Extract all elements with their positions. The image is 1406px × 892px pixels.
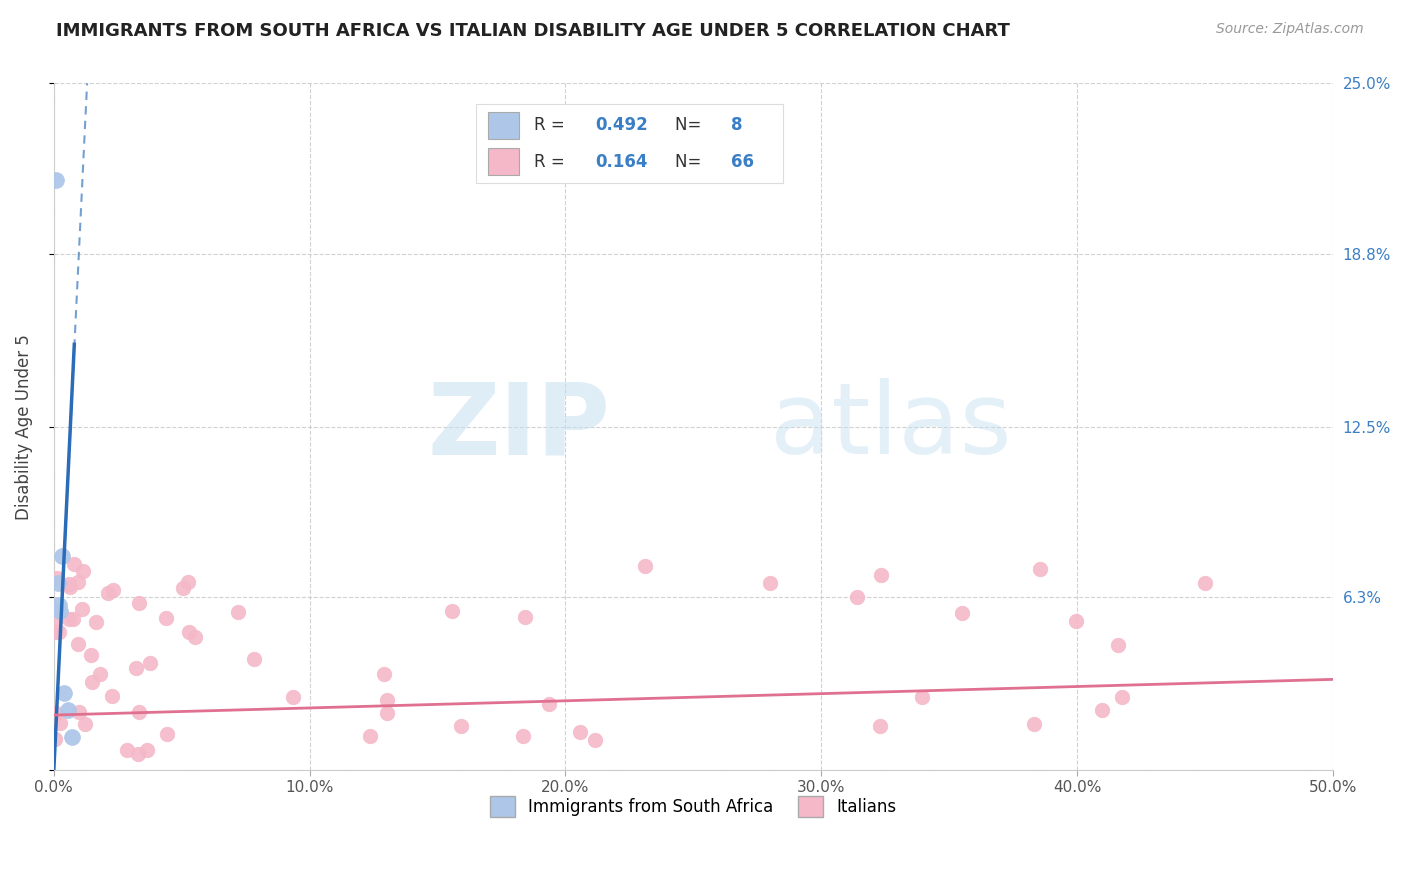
Point (59, 580, 82, 594)
Point (375, 693, 398, 707)
Point (115, 743, 138, 757)
Text: Source: ZipAtlas.com: Source: ZipAtlas.com (1216, 22, 1364, 37)
Point (49, 604, 72, 618)
Point (51, 549, 73, 563)
Point (45, 172, 67, 186)
Point (45, 571, 67, 585)
Point (583, 733, 606, 747)
Point (537, 697, 560, 711)
Point (60, 730, 83, 744)
Text: IMMIGRANTS FROM SOUTH AFRICA VS ITALIAN DISABILITY AGE UNDER 5 CORRELATION CHART: IMMIGRANTS FROM SOUTH AFRICA VS ITALIAN … (56, 22, 1010, 40)
Point (177, 575, 200, 590)
Point (72, 601, 94, 615)
Point (1022, 716, 1045, 731)
Point (1194, 576, 1216, 591)
Point (125, 661, 148, 675)
Point (53, 686, 76, 700)
Point (359, 729, 381, 743)
Point (97, 586, 120, 600)
Point (911, 690, 934, 704)
Text: ZIP: ZIP (427, 378, 610, 475)
Point (1029, 562, 1052, 576)
Point (44, 731, 66, 746)
Point (634, 559, 657, 574)
Text: atlas: atlas (770, 378, 1012, 475)
Point (46, 576, 69, 591)
Point (128, 706, 150, 720)
Point (569, 724, 592, 739)
Point (128, 596, 150, 610)
Point (512, 729, 534, 743)
Point (156, 727, 179, 741)
Legend: Immigrants from South Africa, Italians: Immigrants from South Africa, Italians (484, 789, 904, 823)
Point (869, 568, 891, 582)
Point (1091, 703, 1114, 717)
Point (845, 590, 868, 604)
Point (48, 624, 70, 639)
Point (450, 719, 472, 733)
Point (184, 630, 207, 644)
Point (48, 599, 70, 613)
Point (44, 614, 66, 628)
Point (67, 575, 90, 590)
Point (101, 689, 124, 703)
Point (80, 648, 103, 662)
Point (172, 581, 194, 595)
Point (44, 625, 66, 640)
Point (1107, 638, 1129, 652)
Point (127, 747, 149, 762)
Point (155, 611, 177, 625)
Point (58, 577, 80, 591)
Point (139, 656, 162, 670)
Point (67, 705, 90, 719)
Point (72, 564, 94, 578)
Point (869, 719, 891, 733)
Point (49, 715, 72, 730)
Point (86, 615, 108, 629)
Point (56, 702, 79, 716)
Point (377, 706, 399, 720)
Point (82, 674, 104, 689)
Point (67, 638, 90, 652)
Point (63, 558, 86, 572)
Y-axis label: Disability Age Under 5: Disability Age Under 5 (15, 334, 32, 520)
Point (101, 582, 124, 597)
Point (243, 652, 266, 666)
Point (62, 612, 84, 626)
Point (45, 706, 67, 721)
Point (58, 612, 80, 626)
Point (89, 666, 111, 681)
Point (179, 624, 201, 639)
Point (135, 743, 157, 757)
Point (1111, 690, 1133, 704)
Point (441, 604, 464, 618)
Point (226, 605, 249, 619)
Point (513, 610, 536, 624)
Point (281, 690, 304, 705)
Point (75, 717, 97, 731)
Point (373, 667, 395, 681)
Point (1066, 614, 1088, 628)
Point (759, 576, 782, 591)
Point (950, 607, 973, 621)
